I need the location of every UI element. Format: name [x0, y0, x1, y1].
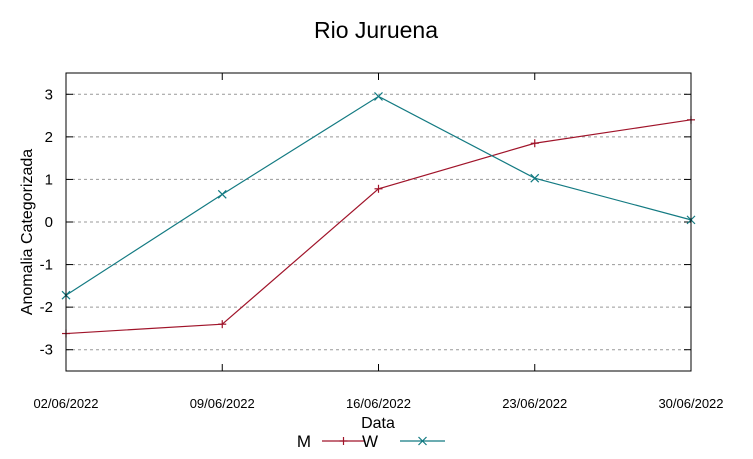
- x-axis-label: Data: [361, 415, 395, 432]
- chart-title: Rio Juruena: [314, 17, 438, 43]
- grid-lines: [66, 93, 691, 351]
- y-tick-label: -2: [40, 299, 53, 316]
- series-m-point: [218, 320, 227, 329]
- series-w-point: [530, 173, 540, 183]
- legend-label-m: M: [297, 432, 311, 451]
- y-tick-label: 3: [45, 86, 53, 103]
- y-tick-label: 1: [45, 171, 53, 188]
- legend-label-w: W: [362, 432, 378, 451]
- x-tick-label: 30/06/2022: [658, 396, 723, 411]
- x-tick-label: 16/06/2022: [346, 396, 411, 411]
- y-tick-label: -1: [40, 257, 53, 274]
- legend-marker-w: [418, 436, 427, 446]
- series-m-point: [530, 139, 539, 148]
- y-tick-label: -3: [40, 342, 53, 359]
- series-w-line: [65, 95, 692, 296]
- x-tick-label: 23/06/2022: [502, 396, 567, 411]
- x-tick-label: 09/06/2022: [190, 396, 255, 411]
- y-axis-label: Anomalia Categorizada: [19, 149, 36, 315]
- series-group: [61, 91, 696, 338]
- y-tick-label: 2: [45, 129, 53, 146]
- series-m-point: [374, 184, 383, 193]
- y-tick-label: 0: [45, 214, 53, 231]
- x-tick-label: 02/06/2022: [33, 396, 98, 411]
- x-axis-ticks: 02/06/2022 09/06/2022 16/06/2022 23/06/2022…: [33, 73, 724, 411]
- legend-marker-m: [339, 437, 348, 445]
- plot-frame: [65, 72, 692, 372]
- series-w-point: [374, 91, 383, 101]
- y-axis-ticks: -3 -2 -1 0 1 2 3: [40, 86, 691, 359]
- series-m-line: [65, 119, 692, 335]
- series-w-point: [217, 189, 227, 199]
